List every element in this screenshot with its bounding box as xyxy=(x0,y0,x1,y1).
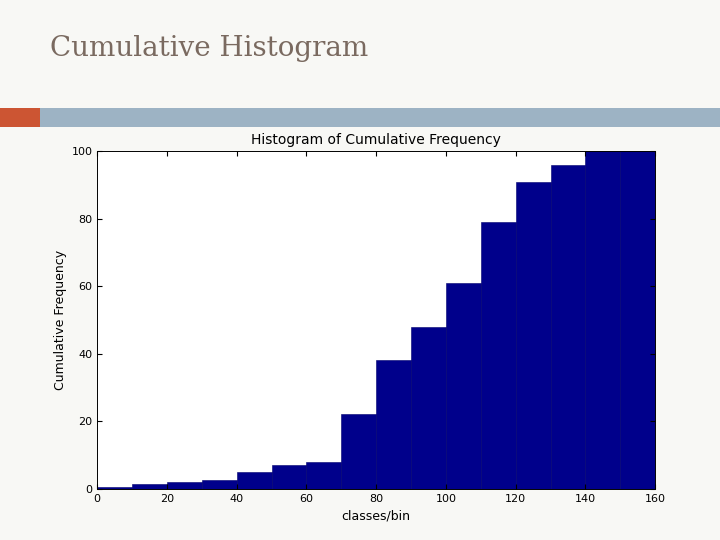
Bar xyxy=(585,151,621,489)
Title: Histogram of Cumulative Frequency: Histogram of Cumulative Frequency xyxy=(251,133,501,147)
Bar xyxy=(0,108,40,127)
Bar xyxy=(481,222,516,489)
X-axis label: classes/bin: classes/bin xyxy=(342,509,410,522)
Bar xyxy=(237,472,271,489)
Bar xyxy=(411,327,446,489)
Bar xyxy=(376,361,411,489)
Bar xyxy=(516,181,551,489)
Bar xyxy=(551,165,585,489)
Bar xyxy=(167,482,202,489)
Bar xyxy=(621,151,655,489)
Bar xyxy=(446,283,481,489)
Bar xyxy=(271,465,307,489)
Bar xyxy=(132,484,167,489)
Bar xyxy=(97,487,132,489)
Bar xyxy=(307,462,341,489)
Bar xyxy=(341,415,377,489)
Bar xyxy=(202,480,237,489)
Y-axis label: Cumulative Frequency: Cumulative Frequency xyxy=(54,250,67,390)
Text: Cumulative Histogram: Cumulative Histogram xyxy=(50,35,369,62)
